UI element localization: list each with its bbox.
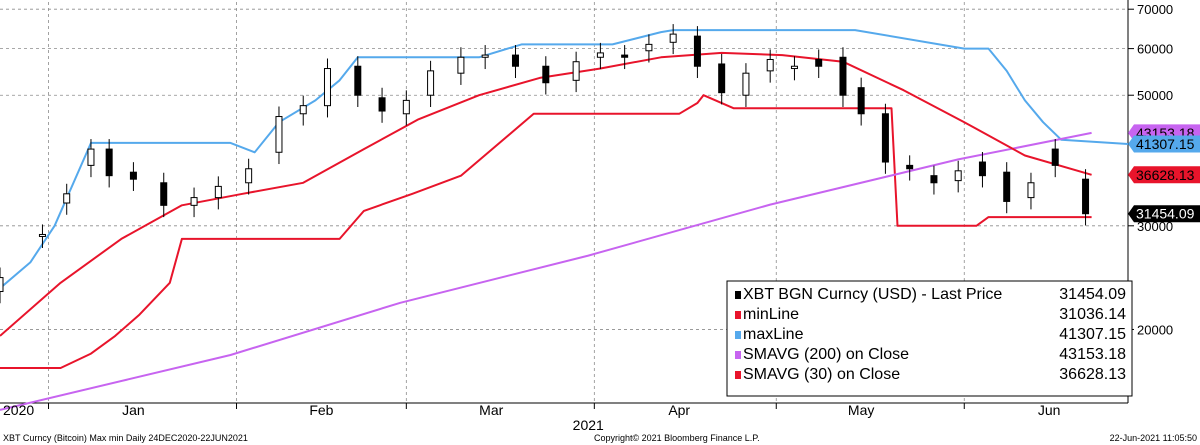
- legend-name: XBT BGN Curncy (USD) - Last Price: [743, 286, 1002, 303]
- grid: [0, 0, 1129, 404]
- x-month-label: May: [848, 402, 874, 418]
- candle-body: [214, 185, 222, 199]
- footer-center: Copyright© 2021 Bloomberg Finance L.P.: [594, 433, 760, 443]
- candle-body: [718, 63, 726, 94]
- candle-body: [427, 70, 435, 96]
- candle-body: [954, 170, 962, 182]
- candle-body: [129, 171, 137, 180]
- value-tag-text: 41307.15: [1136, 136, 1195, 152]
- candle-body: [457, 56, 465, 74]
- footer: XBT Curncy (Bitcoin) Max min Daily 24DEC…: [3, 433, 1197, 443]
- candle-body: [596, 52, 604, 58]
- y-axis: 70000 60000 50000 30000 20000: [1128, 2, 1173, 337]
- candle-body: [1051, 148, 1059, 166]
- candle-body: [299, 105, 307, 115]
- candle-body: [645, 43, 653, 52]
- candle-body: [542, 65, 550, 84]
- candle-body: [978, 161, 986, 177]
- y-tick-label: 50000: [1137, 88, 1173, 103]
- candle-body: [839, 56, 847, 96]
- candle-body: [378, 97, 386, 112]
- candle-body: [621, 54, 629, 58]
- candle-body: [1003, 171, 1011, 202]
- x-month-label: Apr: [668, 402, 690, 418]
- candle-body: [160, 182, 168, 206]
- series-line-maxline: [0, 29, 1129, 289]
- value-tag: [1128, 135, 1200, 153]
- candle-body: [693, 35, 701, 67]
- candle-body: [815, 58, 823, 67]
- candle-body: [402, 99, 410, 115]
- candle-body: [742, 72, 750, 96]
- value-tag-text: 36628.13: [1136, 167, 1195, 183]
- y-tick-label: 30000: [1137, 219, 1173, 234]
- legend-name: SMAVG (30) on Close: [743, 366, 900, 383]
- candle-body: [105, 148, 113, 177]
- y-tick-label: 70000: [1137, 2, 1173, 17]
- value-tag: [1128, 205, 1200, 223]
- candle-body: [38, 233, 46, 237]
- candle-body: [323, 68, 331, 107]
- footer-right: 22-Jun-2021 11:05:50: [1110, 433, 1197, 443]
- value-tag: [1128, 166, 1200, 184]
- candle-body: [245, 168, 253, 184]
- candle-body: [1027, 182, 1035, 199]
- y-tick-label: 60000: [1137, 42, 1173, 57]
- series-line-smavg: [0, 51, 1092, 337]
- candle-body: [766, 58, 774, 72]
- legend-swatch: [735, 371, 741, 379]
- legend-value: 41307.15: [1059, 326, 1126, 343]
- candle-body: [669, 33, 677, 43]
- candle-body: [857, 87, 865, 115]
- candle-body: [63, 193, 71, 204]
- candlesticks: [0, 24, 1090, 304]
- x-month-label: 2020: [3, 402, 34, 418]
- series-line-minline: [0, 94, 1092, 369]
- legend-value: 36628.13: [1059, 366, 1126, 383]
- candle-body: [87, 148, 95, 166]
- candle-body: [190, 197, 198, 206]
- legend-value: 31454.09: [1059, 286, 1126, 303]
- x-year-label: 2021: [573, 417, 604, 433]
- legend-name: SMAVG (200) on Close: [743, 346, 909, 363]
- legend-name: minLine: [743, 306, 799, 323]
- candle-body: [481, 54, 489, 58]
- legend: XBT BGN Curncy (USD) - Last Price 31454.0…: [726, 280, 1133, 397]
- candle-body: [0, 277, 4, 293]
- candle-body: [572, 61, 580, 81]
- candle-body: [790, 65, 798, 70]
- series-line-smavg: [0, 131, 1092, 411]
- candle-body: [930, 175, 938, 184]
- candle-body: [354, 65, 362, 96]
- legend-value: 31036.14: [1059, 306, 1126, 323]
- legend-swatch: [735, 351, 741, 359]
- candle-body: [511, 54, 519, 67]
- legend-swatch: [735, 291, 741, 299]
- candle-body: [881, 113, 889, 163]
- x-month-label: Feb: [309, 402, 333, 418]
- candle-body: [906, 164, 914, 170]
- legend-swatch: [735, 331, 741, 339]
- candle-body: [1082, 178, 1090, 215]
- legend-value: 43153.18: [1059, 346, 1126, 363]
- footer-left: XBT Curncy (Bitcoin) Max min Daily 24DEC…: [3, 433, 248, 443]
- candle-body: [275, 116, 283, 153]
- x-month-label: Jan: [122, 402, 145, 418]
- x-month-label: Mar: [479, 402, 503, 418]
- series-lines: [0, 29, 1129, 411]
- x-axis: 2020 Jan Feb Mar Apr May Jun 2021: [3, 402, 1060, 433]
- value-tag-text: 31454.09: [1136, 206, 1195, 222]
- legend-name: maxLine: [743, 326, 804, 343]
- y-tick-label: 20000: [1137, 322, 1173, 337]
- legend-swatch: [735, 311, 741, 319]
- legend-box: [726, 280, 1133, 397]
- x-month-label: Jun: [1038, 402, 1061, 418]
